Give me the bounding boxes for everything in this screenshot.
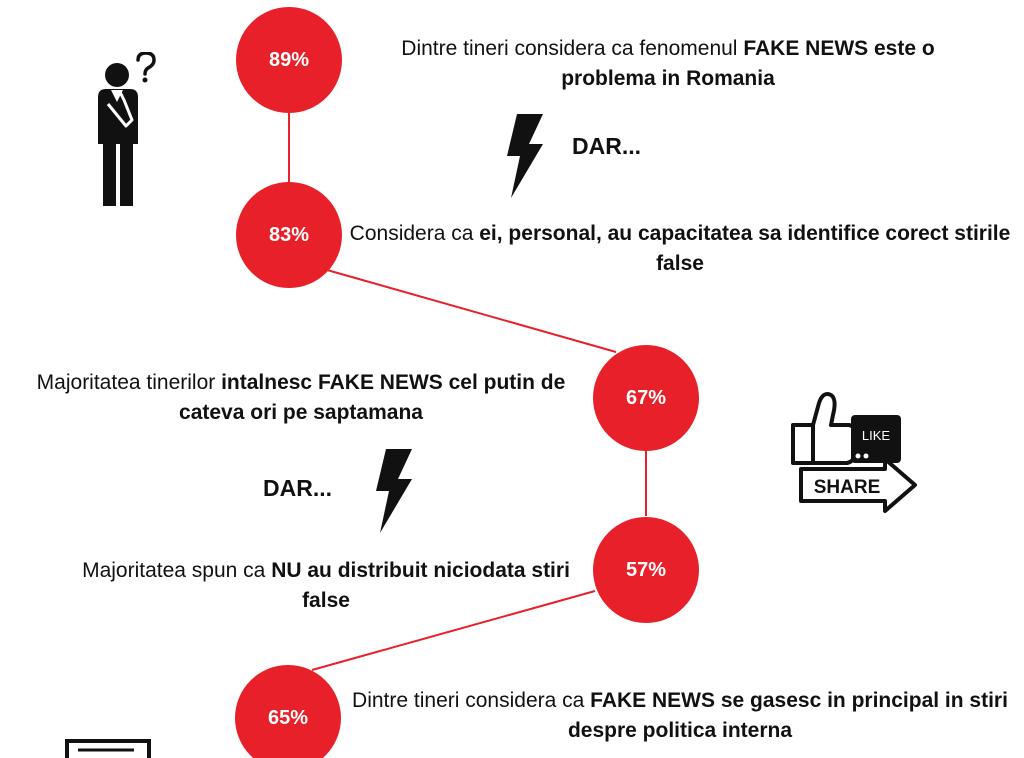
lightning-bolt-icon (376, 449, 412, 533)
statement-5-plain: Dintre tineri considera ca (352, 689, 591, 712)
contrast-label-2: DAR... (263, 475, 332, 501)
percent-value-2: 83% (268, 223, 310, 246)
percent-value-4: 57% (625, 558, 667, 581)
statement-1-plain: Dintre tineri considera ca fenomenul (401, 37, 744, 60)
percent-value-3: 67% (625, 386, 667, 409)
percent-circle-3: 67% (593, 345, 699, 451)
connector-2-3 (319, 267, 617, 353)
like-share-icon: LIKE SHARE (791, 392, 917, 513)
contrast-label-1: DAR... (572, 133, 641, 159)
statement-4-plain: Majoritatea spun ca (82, 559, 272, 582)
like-label: LIKE (862, 428, 891, 443)
statement-5-bold: FAKE NEWS se gasesc in principal in stir… (567, 689, 1008, 742)
share-label: SHARE (814, 477, 881, 498)
thinking-person-icon (98, 52, 156, 206)
statement-4: Majoritatea spun ca NU au distribuit nic… (66, 556, 586, 616)
percent-circle-2: 83% (236, 182, 342, 288)
connector-4-5 (311, 590, 596, 671)
statement-4-bold: NU au distribuit niciodata stiri false (271, 559, 570, 612)
statement-3-plain: Majoritatea tinerilor (36, 371, 222, 394)
statement-1-bold: FAKE NEWS este o problema in Romania (561, 37, 935, 90)
statement-3-bold: intalnesc FAKE NEWS cel putin de cateva … (179, 371, 566, 424)
lightning-bolt-icon (507, 114, 543, 198)
percent-circle-4: 57% (593, 517, 699, 623)
statement-1: Dintre tineri considera ca fenomenul FAK… (362, 34, 974, 94)
statement-5: Dintre tineri considera ca FAKE NEWS se … (352, 686, 1008, 746)
statement-2: Considera ca ei, personal, au capacitate… (345, 219, 1015, 279)
percent-circle-5: 65% (235, 665, 341, 758)
statement-2-bold: ei, personal, au capacitatea sa identifi… (479, 222, 1011, 275)
statement-3: Majoritatea tinerilor intalnesc FAKE NEW… (10, 368, 592, 428)
document-icon (65, 739, 151, 758)
statement-2-plain: Considera ca (349, 222, 480, 245)
percent-value-1: 89% (268, 48, 310, 71)
percent-value-5: 65% (267, 706, 309, 729)
percent-circle-1: 89% (236, 7, 342, 113)
